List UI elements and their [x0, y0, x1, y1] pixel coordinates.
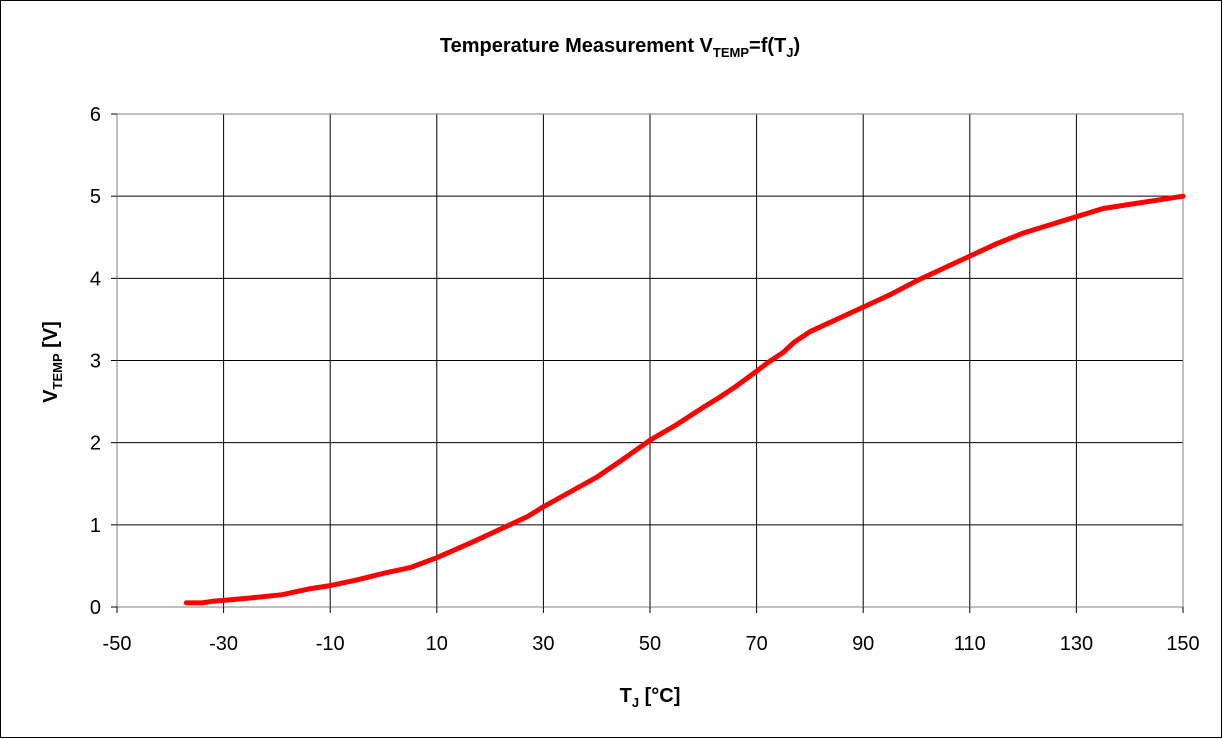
- x-tick-label-7: 90: [852, 633, 874, 655]
- y-axis-label-sub: TEMP: [50, 353, 65, 389]
- y-tick-label-1: 1: [90, 515, 101, 537]
- y-axis-ticks: 0 1 2 3 4 5 6: [90, 104, 117, 619]
- chart-title: Temperature Measurement VTEMP=f(TJ): [440, 35, 800, 60]
- x-axis-label-main: T: [620, 685, 632, 707]
- y-tick-label-4: 4: [90, 268, 101, 290]
- y-tick-label-0: 0: [90, 597, 101, 619]
- chart-title-main: Temperature Measurement V: [440, 35, 714, 57]
- x-tick-label-8: 110: [954, 633, 986, 655]
- x-tick-label-10: 150: [1166, 633, 1199, 655]
- x-tick-label-9: 130: [1060, 633, 1093, 655]
- grid-lines: [116, 113, 1184, 608]
- x-axis-label: TJ [°C]: [620, 685, 681, 710]
- y-tick-label-2: 2: [90, 433, 101, 455]
- y-tick-label-5: 5: [90, 186, 101, 208]
- x-axis-label-sub: J: [632, 695, 639, 710]
- chart-title-end: ): [793, 35, 800, 57]
- y-tick-label-6: 6: [90, 104, 101, 126]
- series-line-0: [183, 193, 1186, 606]
- x-tick-label-0: -50: [103, 633, 132, 655]
- y-tick-label-3: 3: [90, 351, 101, 373]
- x-tick-label-5: 50: [639, 633, 661, 655]
- y-axis-label-end: [V]: [40, 321, 62, 353]
- x-tick-label-1: -30: [209, 633, 238, 655]
- x-tick-label-2: -10: [316, 633, 345, 655]
- series-layer: [183, 193, 1186, 606]
- x-tick-label-3: 10: [426, 633, 448, 655]
- x-tick-label-6: 70: [745, 633, 767, 655]
- chart-title-mid: =f(T: [749, 35, 786, 57]
- x-tick-label-4: 30: [532, 633, 554, 655]
- x-axis-label-end: [°C]: [639, 685, 680, 707]
- y-axis-label-main: V: [40, 389, 62, 403]
- y-axis-label: VTEMP [V]: [40, 321, 65, 403]
- x-axis-ticks: -50 -30 -10 10 30 50 70 90 110 130 150: [103, 607, 1200, 655]
- chart-title-sub: TEMP: [713, 45, 749, 60]
- chart-title-sub2: J: [786, 45, 793, 60]
